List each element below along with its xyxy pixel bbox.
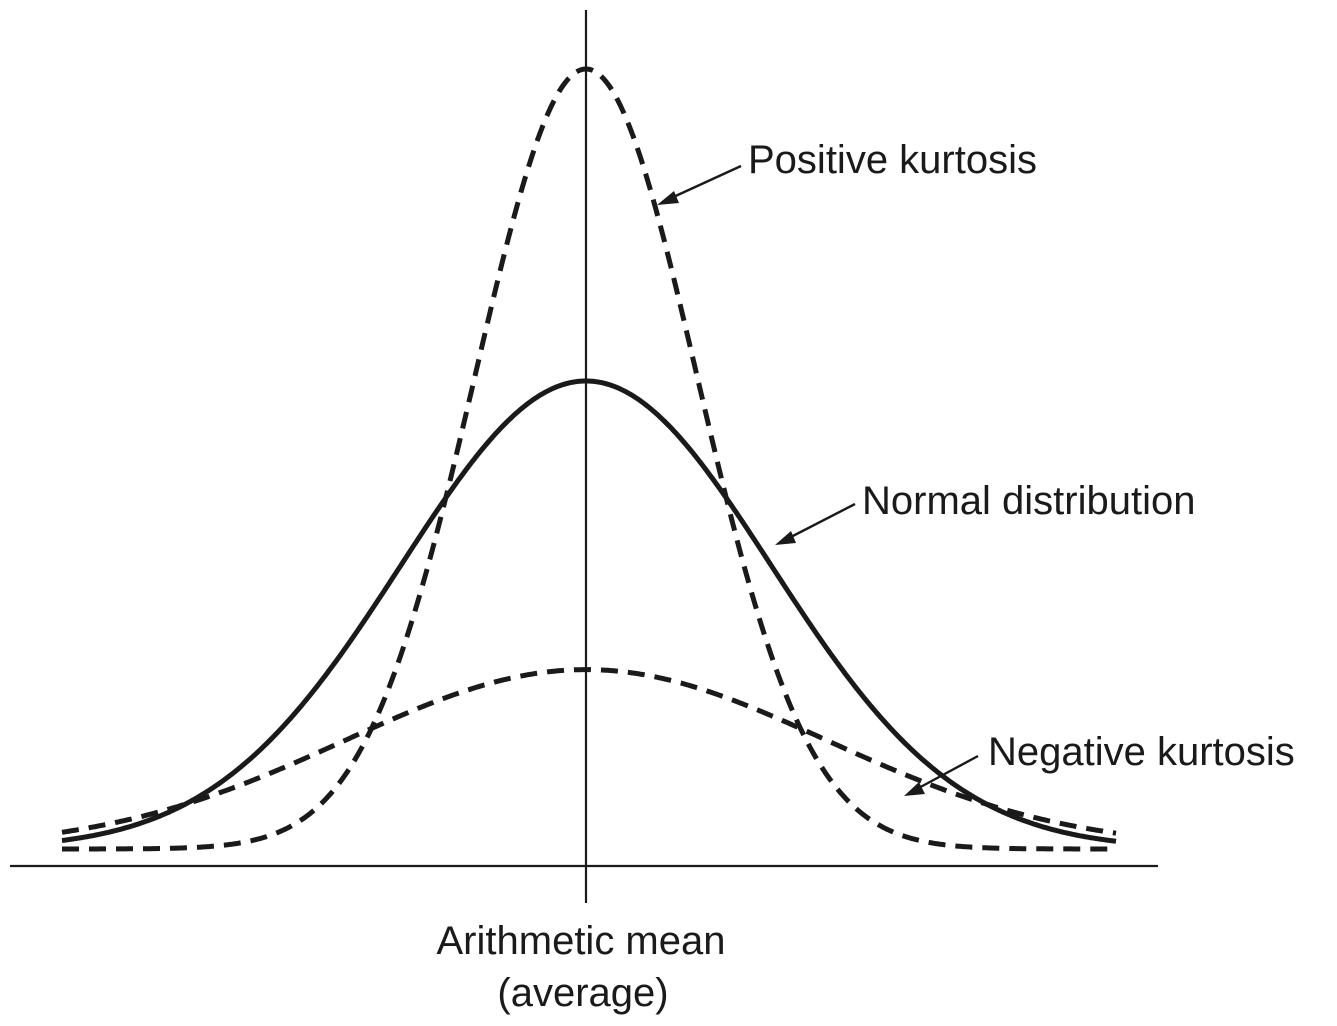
positive-kurtosis-curve bbox=[61, 66, 1117, 852]
mean-label: Arithmetic mean bbox=[437, 919, 726, 963]
positive-kurtosis-label: Positive kurtosis bbox=[748, 138, 1037, 182]
positive-kurtosis-arrow bbox=[657, 164, 742, 205]
negative-kurtosis-arrow bbox=[904, 754, 979, 796]
negative-kurtosis-label: Negative kurtosis bbox=[988, 730, 1295, 774]
negative-kurtosis-curve bbox=[61, 667, 1117, 836]
normal-distribution-arrow bbox=[775, 502, 856, 545]
normal-distribution-curve bbox=[61, 378, 1117, 844]
mean-sublabel: (average) bbox=[497, 971, 668, 1015]
normal-distribution-label: Normal distribution bbox=[862, 479, 1195, 523]
